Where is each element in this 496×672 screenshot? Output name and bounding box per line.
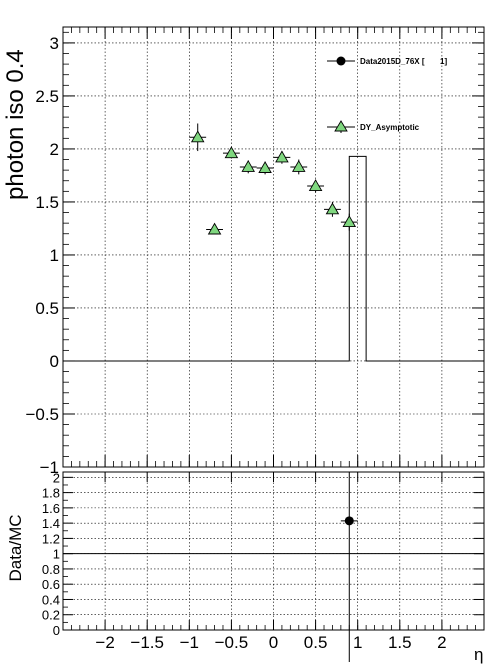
legend-entry-data: Data2015D_76X [ 1]: [327, 56, 447, 66]
mc-triangle-marker: [325, 202, 340, 215]
ratio-y-tick-label: 1.4: [42, 516, 60, 531]
mc-point: [222, 146, 240, 159]
data-histogram-line: [63, 155, 484, 362]
ratio-y-tick-label: 0.6: [42, 577, 60, 592]
mc-point: [290, 159, 308, 175]
mc-point: [324, 201, 341, 217]
ratio-y-tick-label: 1: [53, 547, 60, 562]
ratio-x-tick-label: 0.5: [304, 633, 328, 652]
ratio-y-tick-label: 0.2: [42, 608, 60, 623]
mc-point: [307, 179, 325, 193]
mc-point: [340, 213, 358, 231]
ratio-y-tick-label: 1.8: [42, 486, 60, 501]
ratio-x-tick-label: 1: [353, 633, 362, 652]
main-y-tick-label: 0: [50, 352, 59, 371]
ratio-grid: [63, 472, 484, 630]
main-plot-area: [63, 123, 484, 362]
ratio-x-tick-label: 1.5: [388, 633, 412, 652]
ratio-y-tick-label: 0: [53, 623, 60, 638]
main-y-tick-label: 3: [50, 34, 59, 53]
mc-triangle-marker: [224, 146, 239, 159]
main-frame: [62, 26, 485, 468]
ratio-y-tick-label: 1.2: [42, 531, 60, 546]
main-y-axis: −1 −0.5 0 0.5 1 1.5 2 2.5 3: [25, 31, 484, 477]
main-panel: −1 −0.5 0 0.5 1 1.5 2 2.5 3 photon iso 0.4 Data2…: [2, 26, 485, 477]
main-y-axis-title: photon iso 0.4: [2, 49, 29, 200]
legend-mc-marker: [334, 120, 348, 132]
ratio-y-tick-label: 0.8: [42, 562, 60, 577]
legend: Data2015D_76X [ 1] DY_Asymptotic: [327, 56, 447, 133]
main-y-tick-label: 0.5: [35, 299, 59, 318]
ratio-circle-marker: [344, 516, 354, 526]
mc-triangle-marker: [291, 160, 306, 172]
mc-point: [206, 222, 223, 235]
mc-triangle-marker: [308, 179, 323, 191]
mc-triangle-marker: [241, 160, 256, 172]
main-y-tick-label: 2: [50, 140, 59, 159]
ratio-x-tick-label: −1: [180, 633, 199, 652]
legend-data-marker: [336, 56, 346, 66]
ratio-y-axis-title: Data/MC: [6, 514, 25, 581]
ratio-y-tick-label: 0.4: [42, 592, 60, 607]
mc-triangle-marker: [207, 222, 222, 235]
main-y-tick-label: 1.5: [35, 193, 59, 212]
ratio-x-tick-label: −1.5: [130, 633, 164, 652]
ratio-y-tick-label: 1.6: [42, 501, 60, 516]
main-y-tick-label: 1: [50, 246, 59, 265]
main-y-tick-label: 2.5: [35, 87, 59, 106]
ratio-x-tick-label: −0.5: [215, 633, 249, 652]
main-grid: [63, 27, 484, 467]
legend-data-label: Data2015D_76X [ 1]: [360, 57, 447, 66]
mc-point: [239, 160, 257, 174]
legend-mc-label: DY_Asymptotic: [360, 123, 420, 132]
mc-point: [256, 161, 274, 175]
ratio-x-tick-label: −2: [95, 633, 114, 652]
ratio-y-tick-label: 2: [53, 470, 60, 485]
ratio-y-axis: 00.20.40.60.811.21.41.61.82: [42, 470, 484, 638]
ratio-x-tick-label: 0: [269, 633, 278, 652]
ratio-panel: 00.20.40.60.811.21.41.61.82 −2 −1.5 −1 −0.5…: [6, 470, 485, 664]
mc-triangle-marker: [342, 215, 357, 228]
mc-triangle-marker: [190, 130, 205, 143]
mc-point: [273, 150, 291, 164]
mc-point: [189, 123, 207, 152]
ratio-x-tick-label: 2: [437, 633, 446, 652]
main-y-tick-label: −0.5: [25, 405, 59, 424]
mc-triangle-marker: [275, 150, 289, 163]
main-x-axis: [71, 27, 476, 467]
mc-triangle-marker: [258, 161, 272, 173]
main-y-tick-label: −1: [40, 458, 59, 477]
legend-entry-mc: DY_Asymptotic: [327, 120, 420, 133]
ratio-x-axis-title: η: [474, 645, 483, 664]
ratio-x-axis: −2 −1.5 −1 −0.5 0 0.5 1 1.5 2: [71, 472, 476, 652]
